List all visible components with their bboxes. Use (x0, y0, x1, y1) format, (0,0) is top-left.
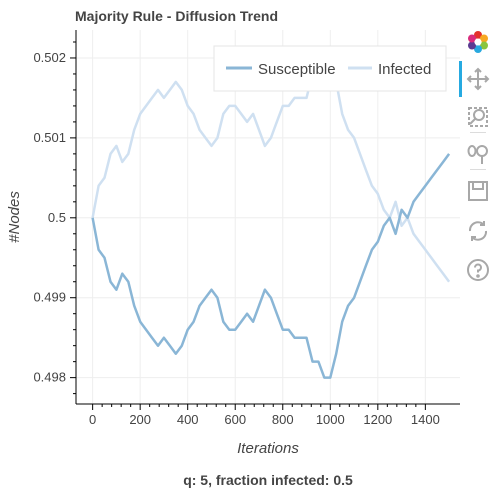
active-tool-indicator (459, 61, 462, 97)
y-tick-label: 0.499 (33, 290, 66, 305)
chart-title: Majority Rule - Diffusion Trend (75, 8, 278, 24)
chart-subtitle: q: 5, fraction infected: 0.5 (183, 472, 353, 488)
x-ticks: 0 200 400 600 800 1000 1200 1400 (89, 404, 440, 427)
x-tick-label: 1000 (316, 412, 345, 427)
legend-box (213, 45, 447, 92)
y-ticks: 0.498 0.499 0.5 0.501 0.502 (33, 41, 76, 395)
x-tick-label: 1200 (363, 412, 392, 427)
save-icon[interactable] (466, 179, 490, 203)
y-axis-label: #Nodes (6, 191, 23, 243)
chart: Majority Rule - Diffusion Trend 0 200 400 6… (6, 8, 460, 488)
y-tick-label: 0.501 (33, 130, 66, 145)
legend: Susceptible Infected (213, 45, 447, 92)
toolbar (458, 24, 498, 294)
box-zoom-icon[interactable] (466, 105, 490, 129)
x-tick-label: 400 (177, 412, 199, 427)
bokeh-logo-icon[interactable] (466, 30, 490, 54)
y-tick-label: 0.5 (48, 210, 66, 225)
grid-lines (76, 30, 460, 404)
help-icon[interactable] (466, 258, 490, 282)
y-tick-label: 0.498 (33, 370, 66, 385)
x-tick-label: 1400 (411, 412, 440, 427)
x-axis-label: Iterations (237, 440, 299, 457)
toolbar-divider (470, 169, 486, 170)
pan-icon[interactable] (466, 67, 490, 91)
x-tick-label: 800 (272, 412, 294, 427)
legend-label-susceptible: Susceptible (258, 61, 336, 78)
series-line-susceptible (91, 153, 451, 379)
x-tick-label: 0 (89, 412, 96, 427)
toolbar-divider (470, 132, 486, 133)
y-tick-label: 0.502 (33, 50, 66, 65)
x-tick-label: 600 (224, 412, 246, 427)
reset-icon[interactable] (466, 219, 490, 243)
wheel-zoom-icon[interactable] (466, 142, 490, 166)
legend-label-infected: Infected (378, 61, 431, 78)
series-lines (91, 56, 451, 379)
x-tick-label: 200 (129, 412, 151, 427)
